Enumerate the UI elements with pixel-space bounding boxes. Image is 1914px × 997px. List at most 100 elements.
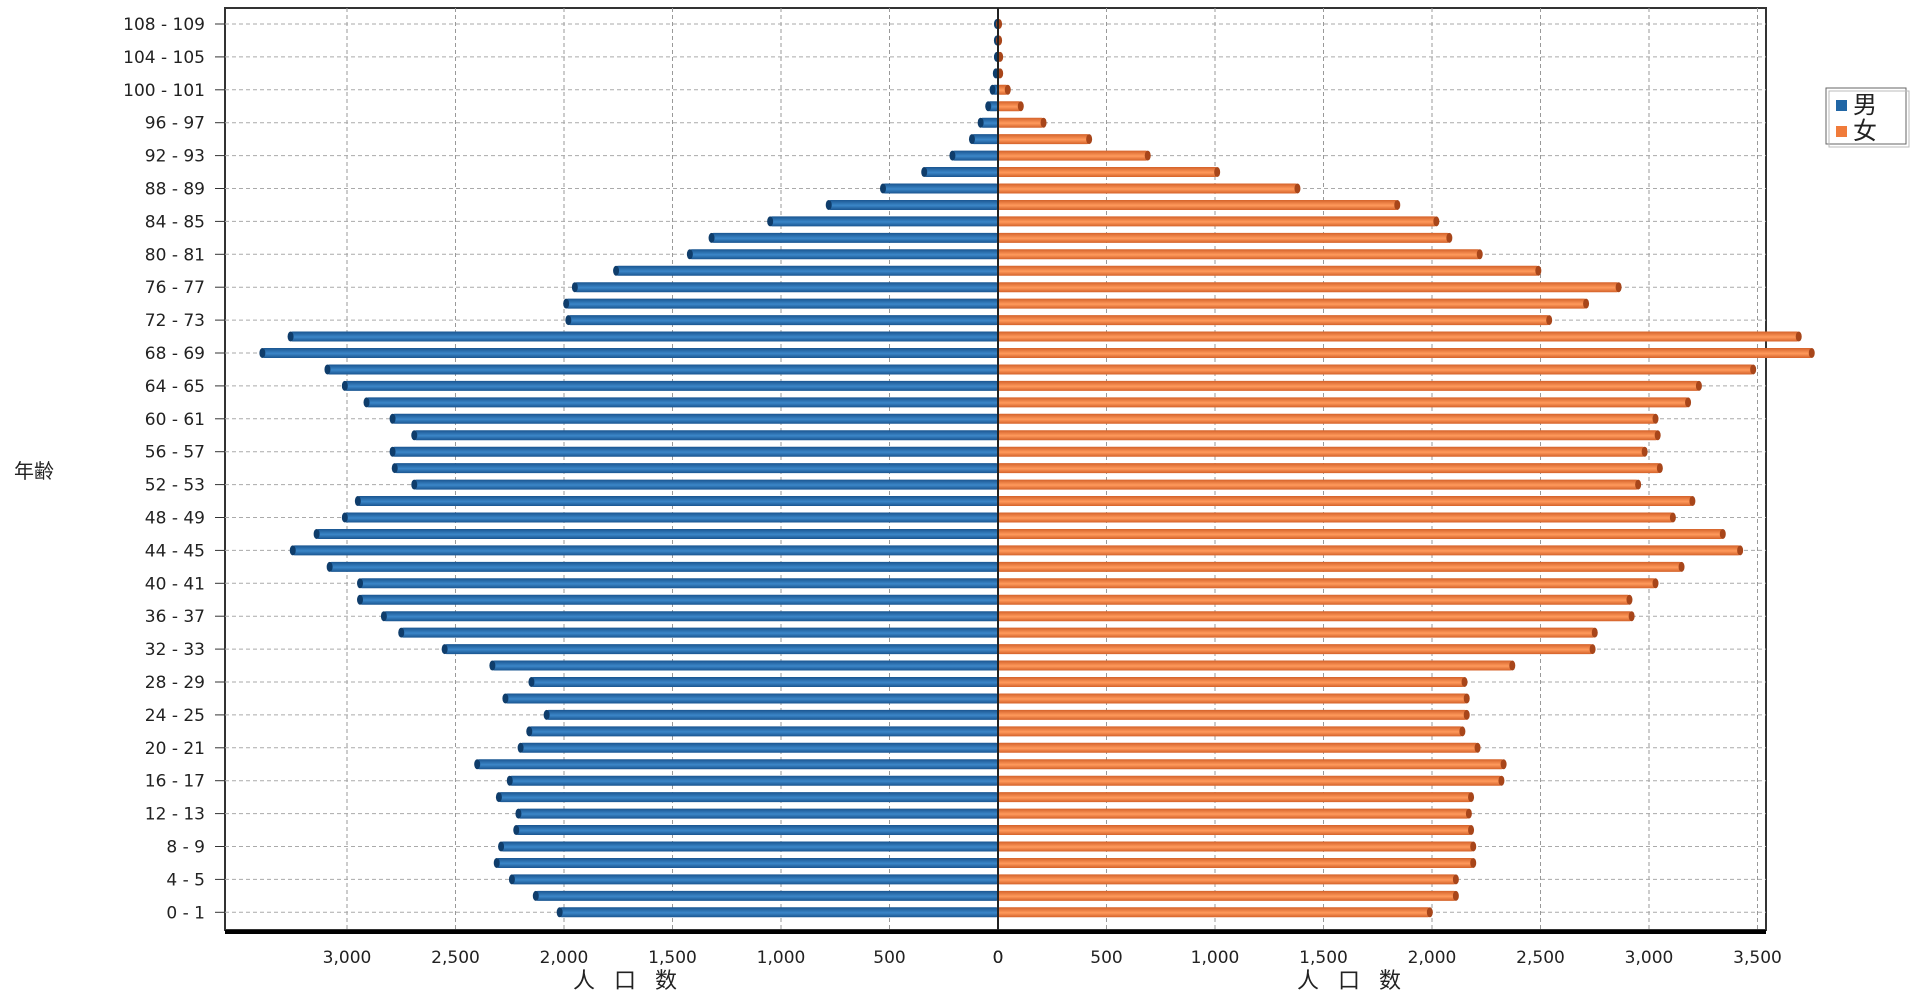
bar-female-cap — [1500, 759, 1507, 770]
y-tick-label: 0 - 1 — [166, 903, 205, 923]
bar-female — [998, 430, 1658, 441]
bar-male — [535, 890, 998, 901]
bar-female-cap — [1589, 644, 1596, 655]
bar-male-cap — [526, 726, 533, 737]
bar-male-cap — [879, 183, 886, 194]
bar-female-cap — [1652, 578, 1659, 589]
bar-male — [531, 677, 998, 687]
y-tick-label: 92 - 93 — [145, 147, 205, 167]
y-tick-label: 20 - 21 — [145, 739, 205, 759]
x-axis-title-left: 人 口 数 — [573, 969, 683, 994]
bar-male — [574, 282, 998, 293]
bar-female-cap — [1470, 841, 1477, 852]
bar-male-cap — [825, 199, 832, 210]
bar-female — [998, 709, 1467, 720]
bar-male — [882, 183, 998, 194]
bar-female — [998, 808, 1469, 819]
bar-female-cap — [1452, 874, 1459, 885]
bar-male-cap — [613, 265, 620, 276]
bar-male-cap — [313, 528, 320, 539]
bar-female-cap — [1394, 199, 1401, 210]
bar-male-cap — [341, 512, 348, 523]
bar-male-cap — [767, 216, 774, 227]
bar-male-cap — [380, 611, 387, 622]
bar-female-cap — [1509, 660, 1516, 671]
bar-male-cap — [357, 578, 364, 589]
bar-male — [401, 627, 998, 638]
x-tick-label-right: 1,000 — [1191, 948, 1240, 968]
y-tick-label: 96 - 97 — [145, 114, 205, 134]
bar-female — [998, 101, 1021, 112]
bar-male — [770, 216, 998, 227]
bar-male-cap — [474, 759, 481, 770]
bar-female — [998, 775, 1502, 786]
x-tick-label-right: 2,000 — [1408, 948, 1457, 968]
bar-female — [998, 545, 1741, 556]
bar-female-cap — [1695, 380, 1702, 391]
bar-female — [998, 496, 1693, 507]
y-tick-label: 28 - 29 — [145, 673, 205, 693]
bar-female-cap — [1615, 282, 1622, 293]
bar-male — [568, 315, 998, 326]
bar-male-cap — [686, 249, 693, 260]
x-tick-label-right: 3,000 — [1625, 948, 1674, 968]
bar-female-cap — [1689, 496, 1696, 507]
bar-male-cap — [287, 331, 294, 342]
bar-female-cap — [1470, 857, 1477, 868]
bar-female-cap — [1628, 611, 1635, 622]
bar-male-cap — [921, 167, 928, 178]
bar-male-cap — [411, 430, 418, 441]
bar-female-cap — [1465, 808, 1472, 819]
bar-female-cap — [1591, 627, 1598, 638]
bar-female-cap — [1656, 463, 1663, 474]
y-tick-label: 16 - 17 — [145, 772, 205, 792]
bar-female-cap — [1468, 792, 1475, 803]
y-tick-label: 104 - 105 — [123, 48, 205, 68]
bar-male — [516, 825, 998, 836]
bar-female-cap — [1433, 216, 1440, 227]
bar-female-cap — [1476, 249, 1483, 260]
y-tick-label: 32 - 33 — [145, 640, 205, 660]
y-tick-label: 64 - 65 — [145, 377, 205, 397]
bar-female — [998, 348, 1812, 358]
bar-male-cap — [493, 857, 500, 868]
bar-female-cap — [1017, 101, 1024, 112]
bar-female-cap — [1498, 775, 1505, 786]
bar-male-cap — [341, 380, 348, 391]
bar-male-cap — [515, 808, 522, 819]
bar-female — [998, 627, 1595, 638]
bar-male — [316, 528, 998, 539]
plot-floor — [225, 930, 1766, 934]
x-tick-label-right: 1,500 — [1299, 948, 1348, 968]
bar-male-cap — [259, 348, 266, 358]
bar-male-cap — [495, 792, 502, 803]
bar-female-cap — [1652, 413, 1659, 424]
bar-female — [998, 726, 1463, 737]
bar-female — [998, 216, 1437, 227]
bar-female — [998, 413, 1656, 424]
bar-male-cap — [989, 84, 996, 95]
bar-female-cap — [1426, 907, 1433, 918]
bar-female — [998, 282, 1619, 293]
bar-male-cap — [949, 150, 956, 161]
bar-female — [998, 167, 1218, 178]
bar-male-cap — [571, 282, 578, 293]
bar-male — [711, 232, 998, 243]
bar-female — [998, 759, 1504, 770]
bar-male — [292, 545, 998, 556]
bar-male — [496, 857, 998, 868]
bar-female-cap — [1654, 430, 1661, 441]
bar-male-cap — [565, 315, 572, 326]
bar-male — [262, 348, 998, 358]
bar-female-cap — [1459, 726, 1466, 737]
bar-male-cap — [324, 364, 331, 375]
bar-male-cap — [968, 134, 975, 145]
legend-label: 男 — [1853, 91, 1877, 119]
y-tick-label: 8 - 9 — [166, 838, 205, 858]
bar-male-cap — [508, 874, 515, 885]
bar-male-cap — [498, 841, 505, 852]
bar-male — [980, 117, 998, 128]
bar-female — [998, 660, 1513, 671]
bar-female-cap — [1463, 693, 1470, 704]
